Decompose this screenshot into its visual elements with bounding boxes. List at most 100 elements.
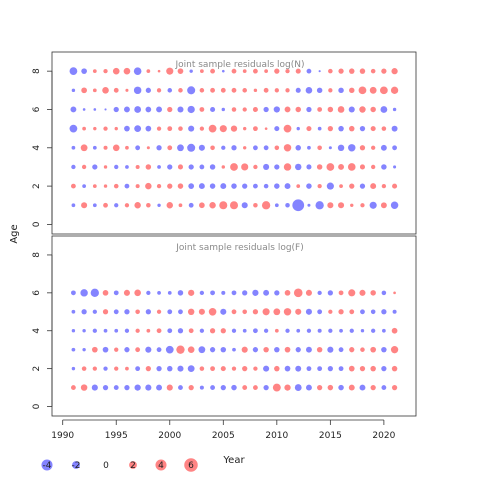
residual-bubble xyxy=(253,366,258,371)
residual-bubble xyxy=(253,164,258,170)
residual-bubble xyxy=(81,87,87,94)
residual-bubble xyxy=(369,201,377,209)
residual-bubble xyxy=(263,346,269,353)
residual-bubble xyxy=(157,203,161,207)
residual-bubble xyxy=(188,183,195,189)
residual-bubble xyxy=(328,88,333,93)
x-tick-label: 2015 xyxy=(319,431,342,441)
residual-bubble xyxy=(145,346,152,353)
residual-bubble xyxy=(274,346,280,353)
residual-bubble xyxy=(221,107,225,112)
residual-bubble xyxy=(317,384,323,391)
residual-bubble xyxy=(283,163,292,171)
residual-bubble xyxy=(381,68,387,74)
residual-bubble xyxy=(338,87,344,94)
residual-bubble xyxy=(114,203,119,208)
residual-bubble xyxy=(243,146,247,150)
residual-bubble xyxy=(317,107,323,112)
residual-bubble xyxy=(306,328,312,333)
residual-bubble xyxy=(284,346,291,353)
y-tick-label: 0 xyxy=(32,221,42,227)
residual-bubble xyxy=(177,68,184,74)
residual-bubble xyxy=(81,202,88,209)
residual-bubble xyxy=(381,309,387,315)
residual-bubble xyxy=(253,68,258,74)
residual-bubble xyxy=(371,145,376,150)
residual-bubble xyxy=(274,88,279,93)
residual-bubble xyxy=(231,68,237,74)
residual-bubble xyxy=(208,307,217,316)
residual-bubble xyxy=(285,69,290,74)
residual-bubble xyxy=(220,384,226,391)
residual-bubble xyxy=(391,384,398,391)
residual-bubble xyxy=(220,308,227,315)
legend-label: 4 xyxy=(158,461,164,471)
residual-bubble xyxy=(177,183,184,189)
residual-bubble xyxy=(135,164,140,169)
residual-bubble xyxy=(347,163,356,171)
residual-bubble xyxy=(306,384,312,391)
residual-bubble xyxy=(80,144,88,152)
residual-bubble xyxy=(92,88,97,93)
residual-bubble xyxy=(231,107,237,112)
residual-bubble xyxy=(156,328,162,334)
residual-bubble xyxy=(326,163,335,171)
residual-bubble xyxy=(102,290,109,296)
residual-bubble xyxy=(103,184,108,188)
residual-bubble xyxy=(146,69,151,74)
residual-bubble xyxy=(231,183,237,189)
residual-bubble xyxy=(306,183,312,189)
residual-bubble xyxy=(349,328,354,333)
residual-bubble xyxy=(317,290,322,295)
residual-bubble xyxy=(274,126,280,132)
residual-bubble xyxy=(252,289,259,296)
residual-bubble xyxy=(380,86,388,95)
residual-bubble xyxy=(338,290,344,296)
residual-bubble xyxy=(219,201,228,210)
residual-bubble xyxy=(350,203,354,207)
residual-bubble xyxy=(92,328,97,333)
residual-bubble xyxy=(370,384,376,391)
residual-bubble xyxy=(338,125,344,132)
residual-bubble xyxy=(219,125,227,133)
residual-bubble xyxy=(338,366,344,372)
residual-bubble xyxy=(273,106,280,113)
residual-bubble xyxy=(381,126,387,131)
residual-bubble xyxy=(285,88,290,93)
residual-bubble xyxy=(199,290,205,295)
residual-bubble xyxy=(178,385,183,390)
residual-bubble xyxy=(328,328,333,333)
residual-bubble xyxy=(369,86,377,94)
residual-bubble xyxy=(135,145,141,151)
residual-bubble xyxy=(359,366,366,372)
residual-bubble xyxy=(327,346,334,353)
residual-bubble xyxy=(70,106,77,113)
residual-bubble xyxy=(263,384,269,391)
residual-bubble xyxy=(92,366,97,371)
residual-bubble xyxy=(103,165,108,169)
residual-bubble xyxy=(199,107,205,112)
residual-bubble xyxy=(359,289,366,296)
residual-bubble xyxy=(177,328,184,334)
residual-bubble xyxy=(315,201,324,210)
residual-bubble xyxy=(338,68,344,74)
residual-bubble xyxy=(93,108,97,111)
residual-bubble xyxy=(360,203,365,208)
residual-bubble xyxy=(274,164,280,170)
residual-bubble xyxy=(156,106,162,113)
residual-bubble xyxy=(359,164,365,170)
residual-bubble xyxy=(92,69,97,74)
residual-bubble xyxy=(338,347,344,353)
legend-label: -2 xyxy=(72,461,81,471)
residual-bubble xyxy=(156,366,162,372)
residual-bubble xyxy=(133,67,142,75)
residual-bubble xyxy=(167,309,173,315)
y-tick-label: 6 xyxy=(32,106,42,112)
residual-bubble xyxy=(71,385,76,390)
residual-bubble xyxy=(166,202,173,209)
residual-bubble xyxy=(209,164,216,170)
legend-bubble xyxy=(72,461,80,469)
residual-bubble xyxy=(339,184,343,188)
residual-bubble xyxy=(230,125,238,132)
residual-bubble xyxy=(82,108,86,111)
